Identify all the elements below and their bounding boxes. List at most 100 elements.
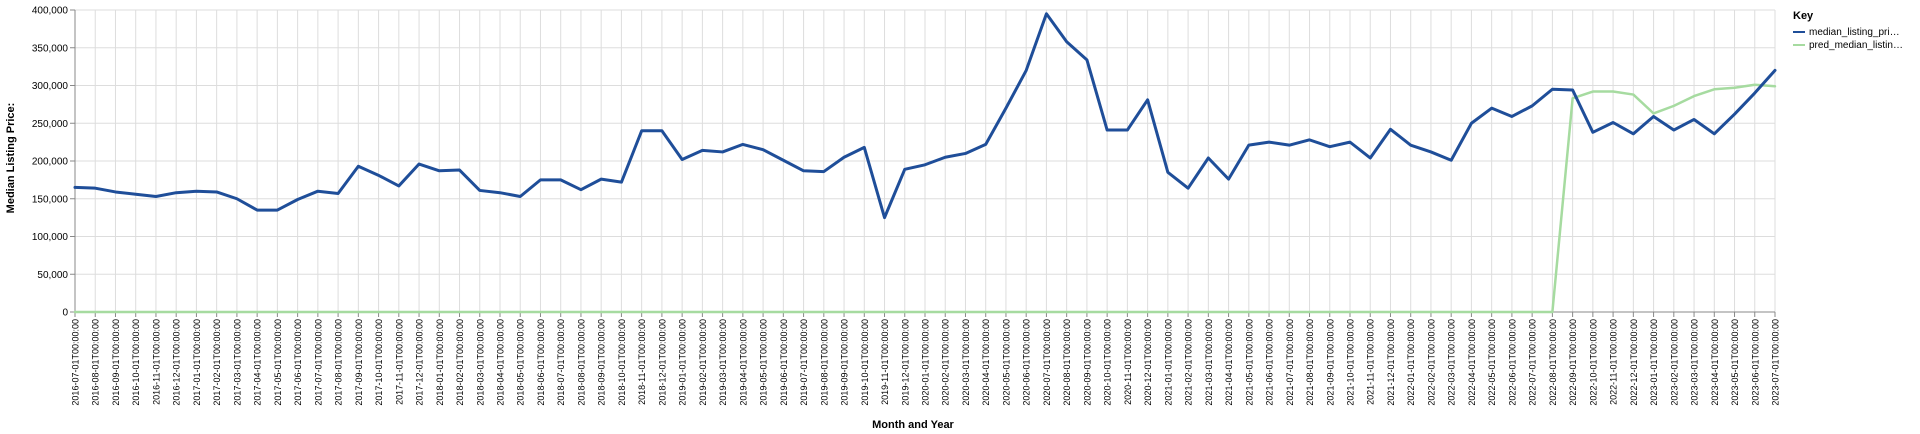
x-tick-label: 2017-05-01T00:00:00 [273, 319, 283, 406]
x-tick-label: 2022-06-01T00:00:00 [1507, 319, 1517, 406]
x-tick-label: 2016-10-01T00:00:00 [131, 319, 141, 406]
y-tick-label: 300,000 [32, 81, 69, 92]
x-tick-label: 2022-02-01T00:00:00 [1426, 319, 1436, 406]
x-tick-label: 2021-06-01T00:00:00 [1265, 319, 1275, 406]
x-tick-label: 2022-08-01T00:00:00 [1548, 319, 1558, 406]
x-tick-label: 2016-08-01T00:00:00 [91, 319, 101, 406]
x-tick-label: 2021-08-01T00:00:00 [1305, 319, 1315, 406]
x-tick-label: 2017-04-01T00:00:00 [253, 319, 263, 406]
series-line-median [73, 12, 1777, 220]
x-tick-label: 2019-01-01T00:00:00 [678, 319, 688, 406]
x-tick-label: 2023-02-01T00:00:00 [1669, 319, 1679, 406]
x-tick-label: 2019-02-01T00:00:00 [698, 319, 708, 406]
x-tick-label: 2018-08-01T00:00:00 [576, 319, 586, 406]
x-tick-label: 2023-03-01T00:00:00 [1690, 319, 1700, 406]
x-tick-label: 2018-06-01T00:00:00 [536, 319, 546, 406]
y-axis-title: Median Listing Price: [5, 103, 17, 214]
x-tick-label: 2022-01-01T00:00:00 [1406, 319, 1416, 406]
x-tick-label: 2018-07-01T00:00:00 [556, 319, 566, 406]
x-tick-label: 2018-11-01T00:00:00 [637, 319, 647, 405]
x-tick-label: 2022-03-01T00:00:00 [1447, 319, 1457, 406]
x-tick-label: 2023-01-01T00:00:00 [1649, 319, 1659, 406]
x-tick-label: 2017-06-01T00:00:00 [293, 319, 303, 406]
x-tick-label: 2020-03-01T00:00:00 [961, 319, 971, 406]
x-axis: 2016-07-01T00:00:00 2016-08-01T00:00:00 20… [71, 311, 1781, 406]
plot-lines [73, 12, 1777, 314]
x-tick-label: 2020-05-01T00:00:00 [1001, 319, 1011, 406]
x-tick-label: 2019-11-01T00:00:00 [880, 319, 890, 405]
legend-title: Key [1793, 10, 1814, 22]
x-tick-label: 2022-11-01T00:00:00 [1609, 319, 1619, 405]
series-line-pred [73, 83, 1777, 314]
y-tick-label: 100,000 [32, 232, 69, 243]
x-tick-label: 2022-12-01T00:00:00 [1629, 319, 1639, 406]
x-tick-label: 2018-02-01T00:00:00 [455, 319, 465, 406]
x-tick-label: 2020-02-01T00:00:00 [941, 319, 951, 406]
x-tick-label: 2018-04-01T00:00:00 [496, 319, 506, 406]
x-tick-label: 2020-08-01T00:00:00 [1062, 319, 1072, 406]
x-tick-label: 2022-05-01T00:00:00 [1487, 319, 1497, 406]
x-tick-label: 2017-02-01T00:00:00 [212, 319, 222, 406]
x-tick-label: 2021-03-01T00:00:00 [1204, 319, 1214, 406]
x-tick-label: 2018-09-01T00:00:00 [597, 319, 607, 406]
x-tick-label: 2019-10-01T00:00:00 [860, 319, 870, 406]
x-tick-label: 2020-06-01T00:00:00 [1022, 319, 1032, 406]
x-tick-label: 2018-12-01T00:00:00 [657, 319, 667, 406]
x-tick-label: 2016-11-01T00:00:00 [151, 319, 161, 405]
x-tick-label: 2022-09-01T00:00:00 [1568, 319, 1578, 406]
x-tick-label: 2021-12-01T00:00:00 [1386, 319, 1396, 406]
x-tick-label: 2023-05-01T00:00:00 [1730, 319, 1740, 406]
legend: Key median_listing_pri… pred_median_list… [1793, 10, 1903, 51]
x-tick-label: 2020-01-01T00:00:00 [921, 319, 931, 406]
x-tick-label: 2020-07-01T00:00:00 [1042, 319, 1052, 406]
x-tick-label: 2023-04-01T00:00:00 [1710, 319, 1720, 406]
y-axis: 0 50,000 100,000 150,000 200,000 250,000 300,0… [32, 6, 76, 319]
x-tick-label: 2019-06-01T00:00:00 [779, 319, 789, 406]
x-tick-label: 2021-01-01T00:00:00 [1163, 319, 1173, 406]
x-tick-label: 2019-12-01T00:00:00 [900, 319, 910, 406]
x-tick-label: 2018-01-01T00:00:00 [435, 319, 445, 406]
x-tick-label: 2022-07-01T00:00:00 [1528, 319, 1538, 406]
x-tick-label: 2018-05-01T00:00:00 [516, 319, 526, 406]
y-tick-label: 400,000 [32, 6, 69, 17]
x-tick-label: 2019-08-01T00:00:00 [819, 319, 829, 406]
x-tick-label: 2020-04-01T00:00:00 [981, 319, 991, 406]
x-tick-label: 2021-07-01T00:00:00 [1285, 319, 1295, 406]
x-tick-label: 2018-03-01T00:00:00 [475, 319, 485, 406]
x-tick-label: 2017-11-01T00:00:00 [394, 319, 404, 405]
x-axis-title: Month and Year [872, 419, 954, 431]
y-tick-label: 250,000 [32, 119, 69, 130]
legend-label-median: median_listing_pri… [1809, 27, 1900, 38]
x-tick-label: 2019-03-01T00:00:00 [718, 319, 728, 406]
x-tick-label: 2021-04-01T00:00:00 [1224, 319, 1234, 406]
x-tick-label: 2023-06-01T00:00:00 [1750, 319, 1760, 406]
x-tick-label: 2021-09-01T00:00:00 [1325, 319, 1335, 406]
x-tick-label: 2016-09-01T00:00:00 [111, 319, 121, 406]
y-tick-label: 350,000 [32, 43, 69, 54]
x-tick-label: 2019-05-01T00:00:00 [759, 319, 769, 406]
x-tick-label: 2017-03-01T00:00:00 [232, 319, 242, 406]
x-tick-label: 2019-07-01T00:00:00 [799, 319, 809, 406]
x-tick-label: 2020-09-01T00:00:00 [1082, 319, 1092, 406]
x-tick-label: 2021-11-01T00:00:00 [1366, 319, 1376, 405]
x-tick-label: 2021-05-01T00:00:00 [1244, 319, 1254, 406]
x-tick-label: 2020-11-01T00:00:00 [1123, 319, 1133, 405]
x-tick-label: 2021-02-01T00:00:00 [1184, 319, 1194, 406]
x-tick-label: 2019-04-01T00:00:00 [738, 319, 748, 406]
x-tick-label: 2017-10-01T00:00:00 [374, 319, 384, 406]
x-tick-label: 2017-09-01T00:00:00 [354, 319, 364, 406]
y-tick-label: 200,000 [32, 157, 69, 168]
x-tick-label: 2016-07-01T00:00:00 [71, 319, 81, 406]
x-tick-label: 2020-10-01T00:00:00 [1103, 319, 1113, 406]
grid-lines [74, 9, 1776, 313]
legend-label-pred: pred_median_listin… [1809, 40, 1903, 51]
x-tick-label: 2020-12-01T00:00:00 [1143, 319, 1153, 406]
x-tick-label: 2021-10-01T00:00:00 [1346, 319, 1356, 406]
x-tick-label: 2018-10-01T00:00:00 [617, 319, 627, 406]
x-tick-label: 2017-07-01T00:00:00 [313, 319, 323, 406]
x-tick-label: 2017-08-01T00:00:00 [334, 319, 344, 406]
x-tick-label: 2022-04-01T00:00:00 [1467, 319, 1477, 406]
x-tick-label: 2019-09-01T00:00:00 [840, 319, 850, 406]
y-tick-label: 50,000 [37, 270, 68, 281]
x-tick-label: 2017-12-01T00:00:00 [415, 319, 425, 406]
